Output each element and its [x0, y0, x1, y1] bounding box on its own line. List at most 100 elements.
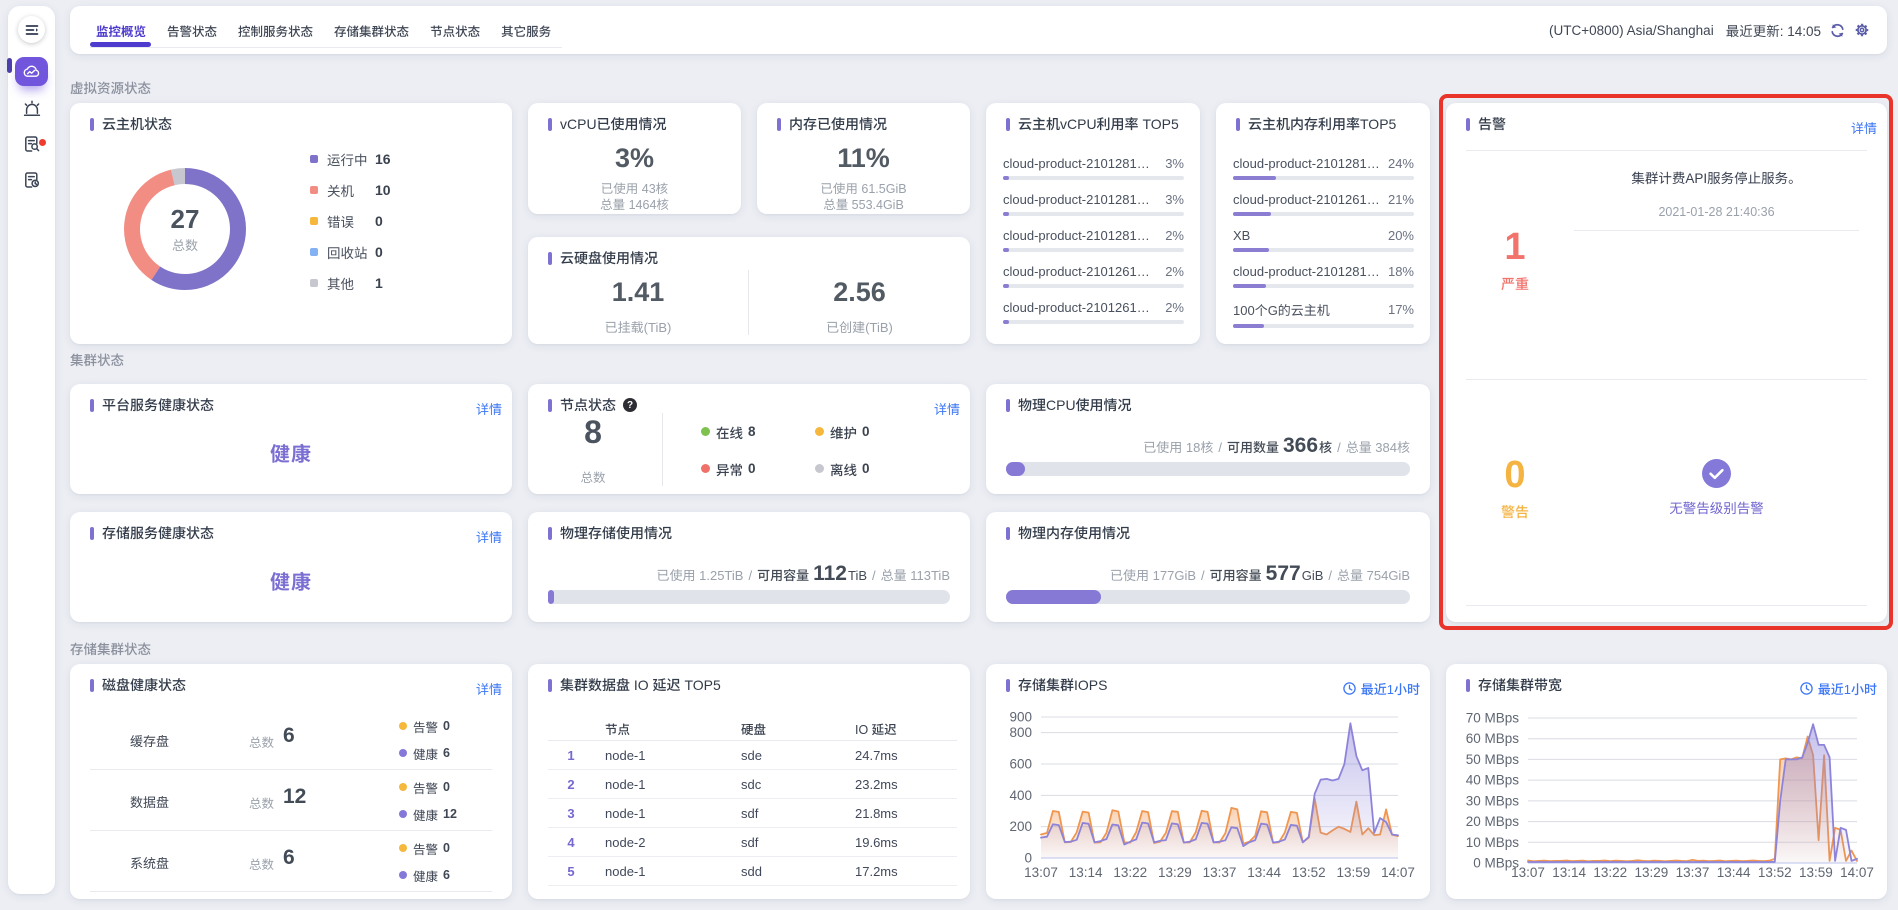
card-title-marker: [1006, 678, 1010, 692]
tab-5[interactable]: 其它服务: [501, 24, 552, 39]
healthy-label: 健康: [413, 869, 439, 884]
usage-bar: [1233, 176, 1414, 180]
tab-1[interactable]: 告警状态: [167, 24, 218, 39]
top5-row: 100个G的云主机 17%: [1233, 294, 1414, 330]
card-title: 云硬盘使用情况: [548, 250, 658, 266]
usage-bar: [1233, 248, 1414, 252]
legend-label: 关机: [327, 183, 354, 199]
card-io-latency: 集群数据盘 IO 延迟 TOP5 节点 硬盘 IO 延迟 1 node-1 sde 2…: [528, 664, 970, 899]
svg-text:400: 400: [1009, 788, 1032, 803]
card-title: 存储集群带宽: [1466, 677, 1562, 693]
legend-swatch: [310, 185, 318, 194]
vm-name: cloud-product-2101281…: [1003, 228, 1150, 243]
disk-total: 12: [283, 785, 307, 808]
topbar-right: (UTC+0800) Asia/Shanghai 最近更新: 14:05: [1549, 6, 1870, 54]
legend-value: 0: [375, 243, 383, 260]
usage-bar: [1233, 212, 1414, 216]
card-title-marker: [777, 117, 781, 131]
table-row: 4 node-2 sdf 19.6ms: [548, 828, 957, 857]
disk-cell: sdc: [741, 777, 762, 792]
sidebar-menu-button[interactable]: [18, 16, 45, 43]
svg-text:13:52: 13:52: [1292, 865, 1326, 880]
legend-label: 维护: [830, 425, 857, 441]
legend-label: 错误: [327, 214, 354, 230]
mounted-value: 1.41: [611, 277, 665, 307]
usage-bar: [1003, 176, 1184, 180]
alert-message[interactable]: 集群计费API服务停止服务。: [1631, 171, 1802, 186]
vm-name: 100个G的云主机: [1233, 303, 1330, 318]
sidebar-item-alarm[interactable]: [13, 92, 50, 125]
tab-2[interactable]: 控制服务状态: [238, 24, 314, 39]
time-range-link[interactable]: 最近1小时: [1800, 679, 1877, 698]
svg-text:900: 900: [1009, 710, 1032, 725]
svg-text:13:07: 13:07: [1511, 865, 1545, 880]
notification-badge: [39, 139, 46, 146]
top5-row: cloud-product-2101281… 18%: [1233, 258, 1414, 294]
section-virtual-resources: 虚拟资源状态: [70, 81, 151, 96]
divider: [1466, 605, 1867, 606]
sidebar-item-monitor[interactable]: [15, 57, 48, 86]
detail-link[interactable]: 详情: [475, 682, 502, 697]
vm-percent: 18%: [1387, 264, 1414, 279]
node-cell: node-2: [605, 835, 646, 850]
help-icon[interactable]: ?: [623, 398, 637, 412]
sidebar: [6, 6, 55, 894]
top5-row: cloud-product-2101261… 2%: [1003, 294, 1184, 330]
total-label: 总数: [249, 736, 275, 750]
progress-bar: [1006, 462, 1410, 476]
time-range-link[interactable]: 最近1小时: [1343, 679, 1420, 698]
card-title-text: 告警: [1478, 116, 1506, 132]
alarm-icon: [23, 99, 40, 116]
card-title-marker: [90, 398, 94, 412]
detail-link[interactable]: 详情: [933, 402, 960, 417]
table-row: 2 node-1 sdc 23.2ms: [548, 770, 957, 799]
node-cell: node-1: [605, 806, 646, 821]
vm-percent: 20%: [1387, 228, 1414, 243]
alert-label: 告警: [413, 781, 439, 796]
card-cloud-disk: 云硬盘使用情况 1.41 已挂载(TiB) 2.56 已创建(TiB): [528, 237, 970, 344]
top5-list: cloud-product-2101281… 24% cloud-product-2…: [1233, 150, 1414, 330]
top5-row: cloud-product-2101281… 3%: [1003, 150, 1184, 186]
tab-3[interactable]: 存储集群状态: [334, 24, 410, 39]
disk-type-label: 数据盘: [130, 795, 170, 810]
detail-link[interactable]: 详情: [1850, 121, 1877, 136]
sidebar-item-inspection[interactable]: [13, 127, 50, 160]
vm-total-label: 总数: [171, 237, 198, 253]
last-update-label: 最近更新: 14:05: [1725, 24, 1821, 39]
legend-dot: [701, 427, 710, 436]
latency-cell: 24.7ms: [855, 748, 898, 763]
card-title-text: 物理内存使用情况: [1018, 525, 1130, 541]
healthy-count: 6: [443, 868, 450, 882]
tab-4[interactable]: 节点状态: [430, 24, 481, 39]
divider: [1574, 230, 1859, 231]
card-physical-storage: 物理存储使用情况 已使用 1.25TiB / 可用容量 112 TiB / 总量 113Ti…: [528, 512, 970, 622]
card-title: 告警: [1466, 116, 1506, 132]
svg-text:40 MBps: 40 MBps: [1466, 773, 1520, 788]
card-storage-health: 存储服务健康状态 详情 健康: [70, 512, 512, 622]
detail-link[interactable]: 详情: [475, 530, 502, 545]
legend-label: 在线: [716, 425, 743, 441]
legend-value: 0: [748, 461, 756, 476]
tab-0[interactable]: 监控概览: [96, 24, 147, 39]
settings-button[interactable]: [1854, 22, 1870, 38]
card-title: 云主机内存利用率TOP5: [1236, 116, 1396, 132]
refresh-button[interactable]: [1830, 23, 1845, 38]
card-platform-health: 平台服务健康状态 详情 健康: [70, 384, 512, 494]
vm-percent: 17%: [1387, 302, 1414, 317]
created-label: 已创建(TiB): [826, 320, 893, 335]
platform-health-status: 健康: [270, 444, 312, 466]
donut-legend-item: 回收站 0: [310, 236, 383, 267]
sidebar-item-report[interactable]: [13, 163, 50, 196]
disk-total: 6: [283, 724, 295, 747]
detail-link[interactable]: 详情: [475, 402, 502, 417]
card-physical-cpu: 物理CPU使用情况 已使用 18核 / 可用数量 366 核 / 总量 384核: [986, 384, 1430, 494]
card-title-marker: [548, 117, 552, 131]
usage-bar: [1233, 284, 1414, 288]
card-node-status: 节点状态? 详情 8 总数 在线 8 维护 0 异常 0 离线 0: [528, 384, 970, 494]
vm-percent: 21%: [1387, 192, 1414, 207]
rank: 3: [567, 806, 575, 821]
donut-legend: 运行中 16 关机 10 错误 0 回收站 0 其他 1: [310, 143, 391, 298]
card-title: 集群数据盘 IO 延迟 TOP5: [548, 677, 721, 693]
legend-swatch: [310, 216, 318, 225]
